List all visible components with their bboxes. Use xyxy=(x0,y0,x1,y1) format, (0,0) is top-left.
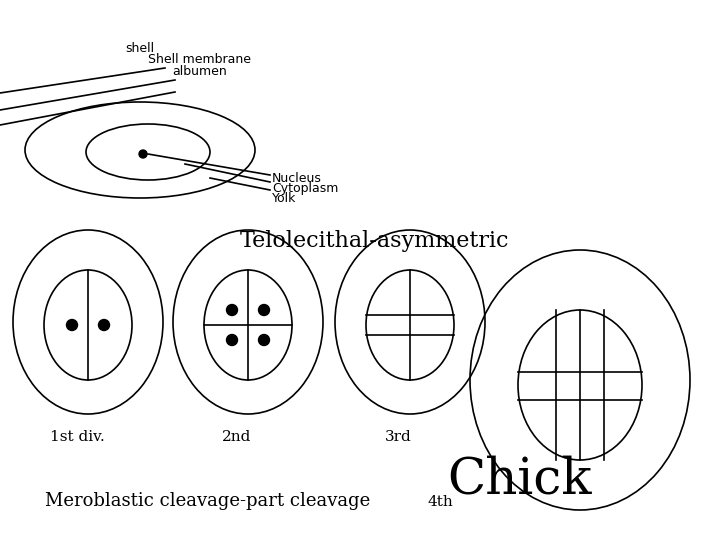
Text: 2nd: 2nd xyxy=(222,430,251,444)
Text: Meroblastic cleavage-part cleavage: Meroblastic cleavage-part cleavage xyxy=(45,492,370,510)
Text: Yolk: Yolk xyxy=(272,192,297,205)
Circle shape xyxy=(139,150,147,158)
Text: 1st div.: 1st div. xyxy=(50,430,104,444)
Text: 4th: 4th xyxy=(428,495,454,509)
Circle shape xyxy=(99,320,109,330)
Text: shell: shell xyxy=(125,42,154,55)
Text: Shell membrane: Shell membrane xyxy=(148,53,251,66)
Text: Chick: Chick xyxy=(448,455,593,505)
Text: Telolecithal-asymmetric: Telolecithal-asymmetric xyxy=(240,230,510,252)
Circle shape xyxy=(258,305,269,315)
Text: 3rd: 3rd xyxy=(385,430,412,444)
Circle shape xyxy=(258,334,269,346)
Circle shape xyxy=(66,320,78,330)
Text: Cytoplasm: Cytoplasm xyxy=(272,182,338,195)
Circle shape xyxy=(227,305,238,315)
Text: albumen: albumen xyxy=(172,65,227,78)
Text: Nucleus: Nucleus xyxy=(272,172,322,185)
Circle shape xyxy=(227,334,238,346)
